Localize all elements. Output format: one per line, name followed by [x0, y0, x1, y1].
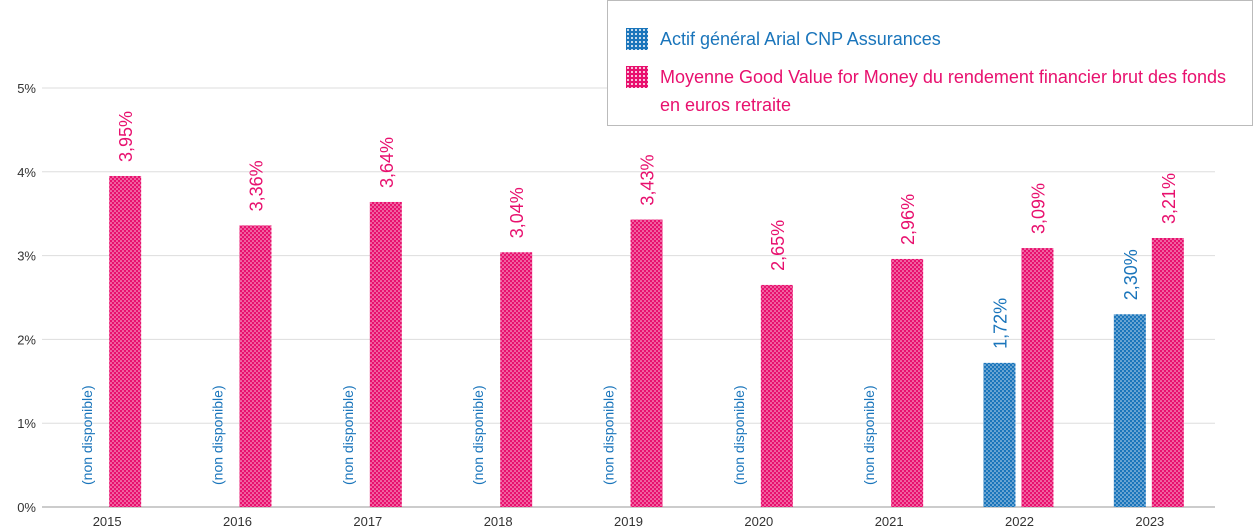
x-tick-label: 2019 [614, 514, 643, 529]
y-tick-label: 1% [17, 416, 36, 431]
value-label: 3,21% [1159, 173, 1179, 224]
y-tick-label: 3% [17, 249, 36, 264]
x-tick-label: 2020 [744, 514, 773, 529]
bar [630, 219, 663, 508]
x-tick-label: 2015 [93, 514, 122, 529]
x-tick-label: 2017 [353, 514, 382, 529]
value-label: 2,65% [768, 220, 788, 271]
value-label: 3,36% [247, 160, 267, 211]
y-tick-label: 4% [17, 165, 36, 180]
bar [239, 225, 272, 507]
bar [983, 362, 1016, 507]
bar [369, 201, 402, 507]
value-label: 2,96% [898, 194, 918, 245]
unavailable-label: (non disponible) [731, 385, 747, 485]
bar [1021, 248, 1054, 508]
value-label: 3,43% [638, 155, 658, 206]
value-label: 1,72% [991, 298, 1011, 349]
value-label: 3,04% [507, 187, 527, 238]
y-tick-label: 2% [17, 332, 36, 347]
legend-item: Actif général Arial CNP Assurances [626, 25, 1236, 53]
x-tick-label: 2016 [223, 514, 252, 529]
bar [891, 258, 924, 507]
value-label: 2,30% [1121, 249, 1141, 300]
legend-swatch [626, 66, 648, 88]
value-label: 3,64% [377, 137, 397, 188]
unavailable-label: (non disponible) [210, 385, 226, 485]
bar [500, 252, 533, 507]
unavailable-label: (non disponible) [861, 385, 877, 485]
unavailable-label: (non disponible) [601, 385, 617, 485]
legend-item: Moyenne Good Value for Money du rendemen… [626, 63, 1236, 119]
x-tick-label: 2022 [1005, 514, 1034, 529]
legend: Actif général Arial CNP Assurances Moyenn… [607, 0, 1253, 126]
legend-label: Moyenne Good Value for Money du rendemen… [660, 67, 1227, 115]
unavailable-label: (non disponible) [79, 385, 95, 485]
bar [1113, 314, 1146, 507]
value-label: 3,95% [116, 111, 136, 162]
x-tick-label: 2018 [484, 514, 513, 529]
x-tick-label: 2021 [875, 514, 904, 529]
unavailable-label: (non disponible) [340, 385, 356, 485]
value-label: 3,09% [1029, 183, 1049, 234]
unavailable-label: (non disponible) [470, 385, 486, 485]
bar [109, 175, 142, 508]
y-tick-label: 0% [17, 500, 36, 515]
legend-swatch [626, 28, 648, 50]
y-tick-label: 5% [17, 81, 36, 96]
bar [1151, 238, 1184, 507]
x-tick-label: 2023 [1135, 514, 1164, 529]
bar [760, 284, 793, 507]
legend-label: Actif général Arial CNP Assurances [660, 29, 941, 49]
